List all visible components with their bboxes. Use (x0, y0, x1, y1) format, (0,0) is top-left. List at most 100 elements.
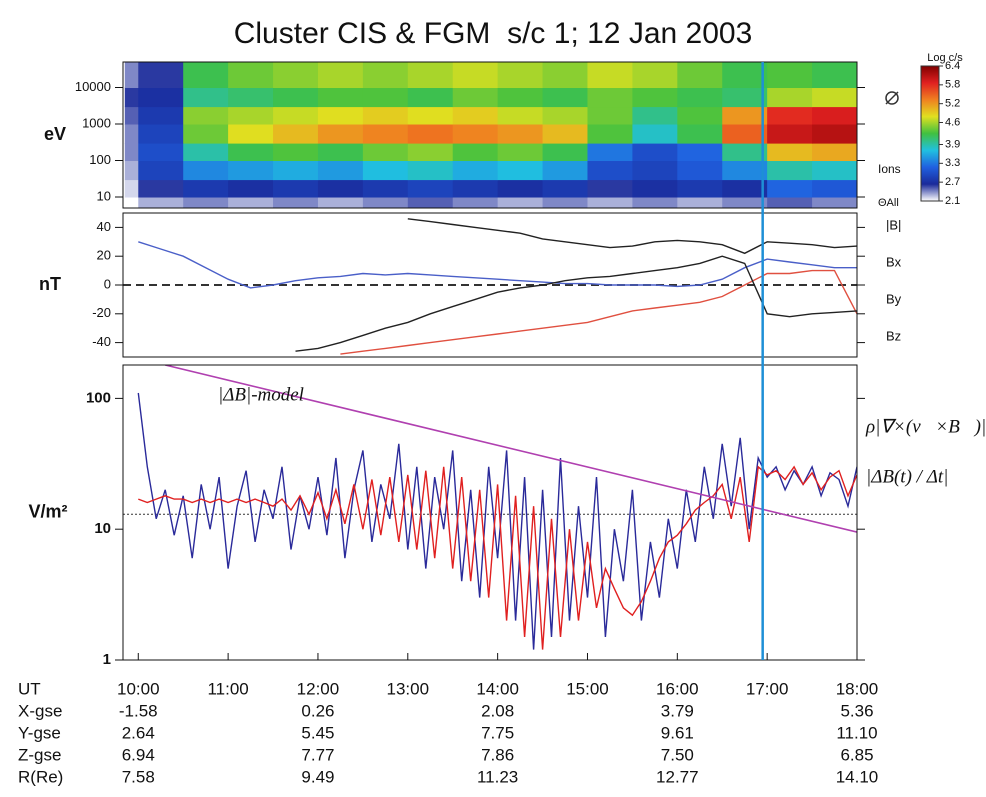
heatmap-cell (362, 179, 409, 198)
heatmap-cell (767, 124, 813, 144)
heatmap-cell (138, 160, 184, 181)
heatmap-cell (362, 106, 409, 125)
heatmap-cell (677, 87, 723, 108)
table-cell: 7.86 (481, 745, 514, 764)
angle-icon (885, 91, 899, 105)
heatmap-cell (138, 179, 184, 198)
heatmap-cell (183, 179, 229, 198)
colorbar-tick-label: 4.6 (945, 116, 960, 128)
plot-area (123, 365, 857, 650)
heatmap-cell (138, 143, 184, 162)
heatmap-cell (228, 143, 274, 162)
heatmap-cell (183, 106, 229, 125)
heatmap-cell (632, 143, 678, 162)
x-tick-label: 12:00 (297, 679, 340, 698)
heatmap-cell (407, 62, 454, 89)
table-cell: 5.45 (301, 723, 334, 742)
heatmap-cell (497, 197, 544, 208)
heatmap-cell (722, 160, 768, 181)
heatmap-cell (677, 143, 723, 162)
series-line (407, 218, 857, 255)
heatmap-cell (183, 197, 229, 208)
heatmap-cell (228, 87, 274, 108)
table-row-label: Z-gse (18, 745, 61, 764)
figure-title: Cluster CIS & FGM s/c 1; 12 Jan 2003 (234, 17, 753, 50)
heatmap-cell (317, 124, 364, 144)
heatmap-cell (124, 143, 139, 162)
legend-label: |B| (886, 217, 901, 232)
heatmap-cell (812, 160, 857, 181)
heatmap-cell (138, 197, 184, 208)
y-tick-label: 1 (103, 651, 111, 668)
heatmap-cell (632, 62, 678, 89)
legend-label: |ΔB(t) / Δt| (866, 466, 948, 487)
heatmap-cell (362, 197, 409, 208)
table-cell: 2.64 (122, 723, 155, 742)
y-tick-label: 10000 (75, 79, 111, 94)
y-tick-label: -40 (92, 334, 111, 349)
heatmap-cell (317, 106, 364, 125)
heatmap-cell (228, 179, 274, 198)
heatmap-cell (497, 160, 544, 181)
heatmap-cell (497, 87, 544, 108)
heatmap-cell (183, 160, 229, 181)
heatmap-cell (273, 124, 319, 144)
heatmap-cell (407, 179, 454, 198)
x-tick-label: 15:00 (566, 679, 609, 698)
plot-area (123, 218, 857, 355)
heatmap-cell (722, 179, 768, 198)
x-tick-label: 14:00 (476, 679, 519, 698)
heatmap-cell (124, 106, 139, 125)
angle-icon-slash (885, 91, 899, 105)
heatmap-cell (542, 143, 588, 162)
heatmap-cell (407, 87, 454, 108)
heatmap-cell (812, 124, 857, 144)
x-tick-label: 10:00 (117, 679, 160, 698)
heatmap-cell (722, 106, 768, 125)
heatmap-cell (228, 197, 274, 208)
table-cell: 0.26 (301, 701, 334, 720)
legend-label: Bx (886, 254, 902, 269)
colorbar-tick-label: 2.7 (945, 176, 960, 188)
heatmap-cell (362, 143, 409, 162)
y-tick-label: 100 (89, 152, 111, 167)
table-cell: 7.75 (481, 723, 514, 742)
heatmap-cell (273, 197, 319, 208)
heatmap-cell (138, 62, 184, 89)
heatmap-cell (587, 87, 633, 108)
heatmap-cell (812, 106, 857, 125)
colorbar (920, 65, 940, 202)
heatmap-cell (183, 143, 229, 162)
table-cell: 9.61 (661, 723, 694, 742)
legend-label: ρ|∇×(v⃗×B⃗)| (865, 416, 986, 437)
species-label: Ions (878, 162, 901, 176)
table-row-label: Y-gse (18, 723, 61, 742)
heatmap-cell (124, 124, 139, 144)
heatmap-cell (767, 62, 813, 89)
heatmap-cell (767, 179, 813, 198)
heatmap-cell (452, 143, 499, 162)
heatmap-cell (632, 179, 678, 198)
table-cell: 12.77 (656, 767, 699, 786)
heatmap-cell (812, 143, 857, 162)
y-tick-label: 100 (86, 389, 111, 406)
heatmap-cell (632, 160, 678, 181)
heatmap-cell (587, 179, 633, 198)
heatmap-cell (124, 179, 139, 198)
heatmap-cell (452, 197, 499, 208)
heatmap-cell (542, 62, 588, 89)
heatmap-cell (812, 197, 857, 208)
heatmap-cell (722, 143, 768, 162)
heatmap-cell (138, 124, 184, 144)
x-tick-label: 17:00 (746, 679, 789, 698)
heatmap-cell (632, 106, 678, 125)
heatmap-cell (228, 124, 274, 144)
heatmap-cell (362, 124, 409, 144)
model-line (165, 365, 857, 533)
table-cell: 5.36 (840, 701, 873, 720)
heatmap-cell (542, 124, 588, 144)
heatmap-cell (722, 197, 768, 208)
series-line (138, 465, 857, 650)
heatmap-cell (677, 124, 723, 144)
heatmap-cell (677, 197, 723, 208)
